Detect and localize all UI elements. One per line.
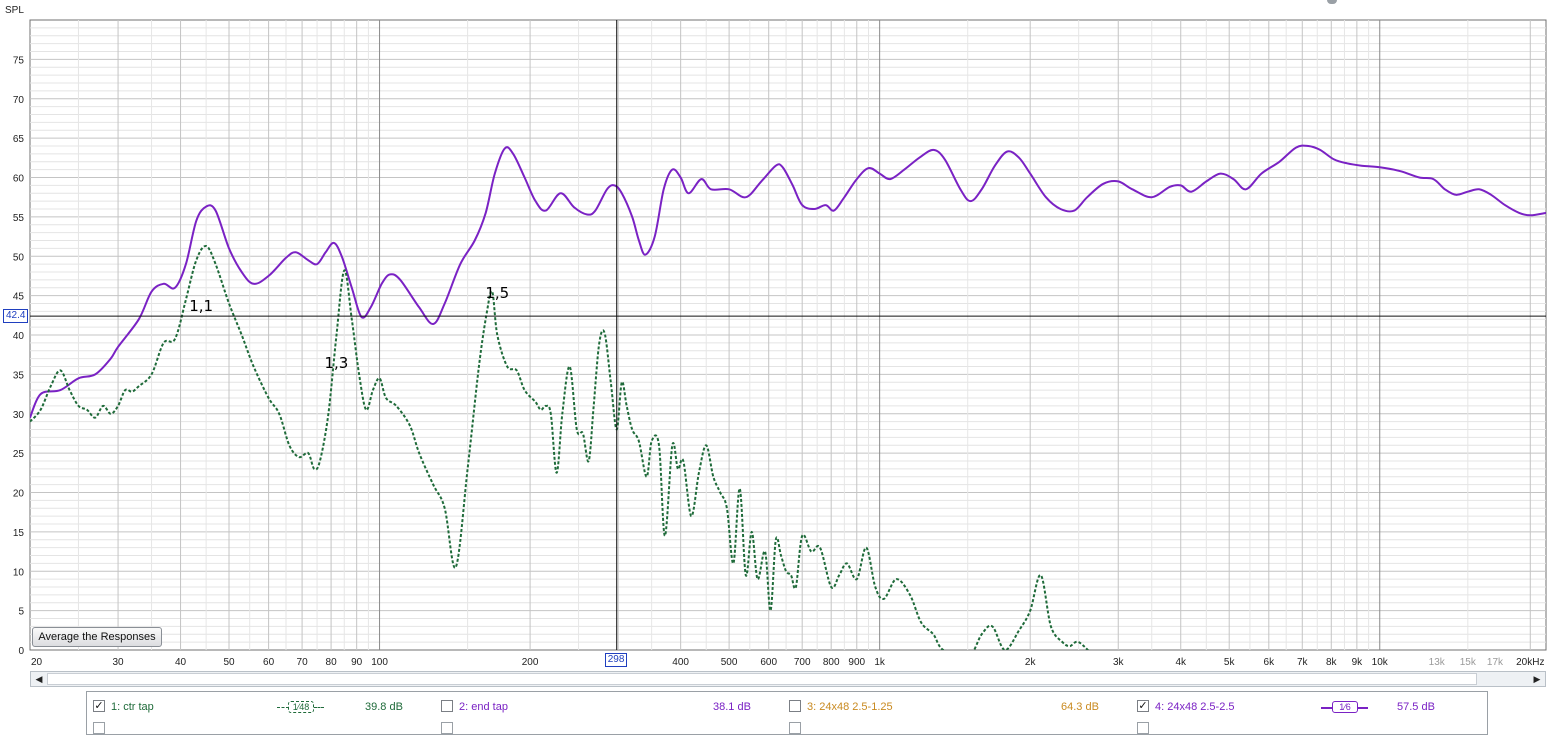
y-tick-label: 5	[18, 607, 24, 618]
x-tick-label: 13k	[1429, 657, 1446, 668]
y-axis-tick-labels: 5 10 15 20 25 30 35 40 45 50 55 60 65 70 75 0	[13, 55, 25, 657]
mode-annotation: 1,5	[485, 284, 510, 303]
y-tick-label: 30	[13, 410, 25, 421]
legend-label: 2: end tap	[459, 701, 508, 713]
smoothing-line-right	[1358, 707, 1368, 709]
y-tick-label: 55	[13, 213, 25, 224]
legend-item-end-tap: 2: end tap 38.1 dB	[437, 699, 777, 715]
mode-annotation: 1,1	[189, 297, 214, 316]
x-tick-label: 6k	[1264, 657, 1276, 668]
legend-checkbox[interactable]: ✓	[1137, 700, 1149, 712]
y-tick-label: 20	[13, 489, 25, 500]
y-tick-label: 50	[13, 252, 25, 263]
x-tick-label: 2k	[1025, 657, 1037, 668]
smoothing-line-left	[1321, 707, 1333, 709]
y-tick-label: 15	[13, 528, 25, 539]
scroll-left-icon[interactable]: ◀	[35, 674, 43, 684]
scroll-right-icon[interactable]: ▶	[1533, 674, 1541, 684]
x-tick-label: 5k	[1224, 657, 1236, 668]
legend-value: 38.1 dB	[713, 701, 751, 713]
legend-value: 64.3 dB	[1061, 701, 1099, 713]
legend-checkbox[interactable]	[1137, 722, 1149, 734]
cursor-y-readout: 42.4	[3, 309, 29, 324]
legend-checkbox[interactable]	[441, 722, 453, 734]
legend-checkbox[interactable]: ✓	[93, 700, 105, 712]
window-resize-knob[interactable]	[1327, 0, 1337, 4]
y-tick-label: 25	[13, 449, 25, 460]
x-tick-label: 8k	[1326, 657, 1338, 668]
scroll-thumb[interactable]	[47, 673, 1477, 685]
average-responses-button[interactable]: Average the Responses	[32, 627, 162, 647]
measurement-legend: ✓ 1: ctr tap 1⁄48 39.8 dB 2: end tap 38.…	[86, 691, 1488, 735]
x-tick-label: 400	[672, 657, 689, 668]
x-tick-label: 20	[31, 657, 43, 668]
x-tick-label: 40	[175, 657, 187, 668]
grid	[30, 20, 1546, 650]
x-tick-label: 20kHz	[1516, 657, 1544, 668]
legend-value: 57.5 dB	[1397, 701, 1435, 713]
legend-item-24x48-2.5-1.25: 3: 24x48 2.5-1.25 64.3 dB	[787, 699, 1127, 715]
x-tick-label: 200	[522, 657, 539, 668]
legend-value: 39.8 dB	[365, 701, 403, 713]
x-tick-label: 70	[297, 657, 309, 668]
smoothing-badge[interactable]: 1⁄6	[1332, 701, 1358, 713]
x-tick-label: 80	[326, 657, 338, 668]
legend-checkbox[interactable]	[93, 722, 105, 734]
x-tick-label: 700	[794, 657, 811, 668]
cursor-x-readout: 298	[604, 653, 628, 667]
x-tick-label: 4k	[1175, 657, 1187, 668]
x-tick-label: 500	[721, 657, 738, 668]
y-tick-label: 70	[13, 95, 25, 106]
mode-annotation: 1,3	[324, 354, 349, 373]
y-tick-label: 75	[13, 55, 25, 66]
legend-item-ctr-tap: ✓ 1: ctr tap 1⁄48 39.8 dB	[87, 699, 427, 715]
legend-label: 4: 24x48 2.5-2.5	[1155, 701, 1235, 713]
x-tick-label: 90	[351, 657, 363, 668]
spl-chart[interactable]: 5 10 15 20 25 30 35 40 45 50 55 60 65 70 75 0 20 30 40 50 6…	[0, 0, 1564, 672]
cursor-crosshair[interactable]	[30, 20, 1546, 650]
legend-checkbox[interactable]	[789, 722, 801, 734]
horizontal-scrollbar[interactable]: ◀ ▶	[30, 671, 1546, 687]
y-tick-label: 0	[18, 646, 24, 657]
legend-label: 1: ctr tap	[111, 701, 154, 713]
smoothing-line-left	[277, 707, 289, 708]
x-tick-label: 9k	[1352, 657, 1364, 668]
x-tick-label: 7k	[1297, 657, 1309, 668]
x-axis-tick-labels: 20 30 40 50 60 70 80 90 100 200 400 500 600 700 800 900…	[31, 657, 1544, 668]
x-tick-label: 10k	[1372, 657, 1389, 668]
smoothing-line-right	[314, 707, 324, 708]
series-line-4-24x48-2-5-2-5	[30, 144, 1546, 419]
x-tick-label: 900	[848, 657, 865, 668]
x-tick-label: 100	[371, 657, 388, 668]
legend-checkbox[interactable]	[789, 700, 801, 712]
x-tick-label: 3k	[1113, 657, 1125, 668]
smoothing-badge[interactable]: 1⁄48	[288, 701, 314, 713]
y-tick-label: 65	[13, 134, 25, 145]
legend-label: 3: 24x48 2.5-1.25	[807, 701, 893, 713]
legend-checkbox[interactable]	[441, 700, 453, 712]
series-layer	[30, 144, 1546, 650]
y-axis-label: SPL	[5, 5, 24, 16]
x-tick-label: 17k	[1487, 657, 1504, 668]
y-tick-label: 10	[13, 567, 25, 578]
legend-second-row	[87, 722, 1487, 734]
x-tick-label: 800	[823, 657, 840, 668]
legend-item-24x48-2.5-2.5: ✓ 4: 24x48 2.5-2.5 1⁄6 57.5 dB	[1135, 699, 1487, 715]
x-tick-label: 30	[113, 657, 125, 668]
series-line-1-ctr-tap	[30, 245, 1090, 650]
y-tick-label: 40	[13, 331, 25, 342]
x-tick-label: 60	[263, 657, 275, 668]
x-tick-label: 1k	[874, 657, 886, 668]
x-tick-label: 15k	[1460, 657, 1477, 668]
y-tick-label: 60	[13, 174, 25, 185]
x-tick-label: 50	[223, 657, 235, 668]
x-tick-label: 600	[760, 657, 777, 668]
y-tick-label: 35	[13, 370, 25, 381]
y-tick-label: 45	[13, 292, 25, 303]
